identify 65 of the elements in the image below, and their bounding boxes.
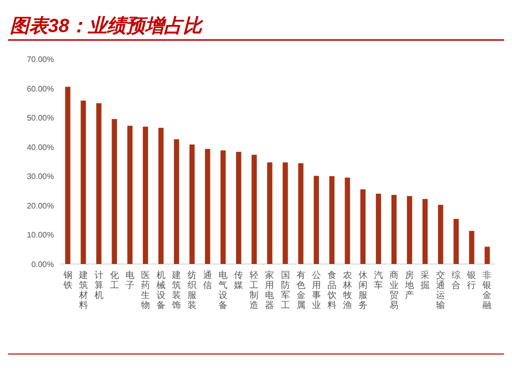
x-tick-label: 建筑装饰 [171, 270, 182, 310]
bar [127, 126, 133, 264]
x-tick-label: 交通运输 [436, 270, 446, 310]
bar [484, 246, 490, 264]
x-tick-label: 传媒 [234, 270, 244, 290]
y-tick-label: 30.00% [26, 172, 54, 182]
x-tick-label: 化工 [110, 270, 119, 290]
bar [267, 162, 272, 264]
bar [174, 139, 180, 264]
x-tick-label: 计算机 [94, 270, 104, 300]
x-tick-label: 银行 [466, 270, 476, 290]
x-tick-label: 综合 [452, 270, 461, 290]
bar [360, 189, 366, 264]
bar [220, 150, 226, 264]
x-tick-label: 休闲服务 [358, 270, 368, 310]
x-tick-label: 采掘 [420, 270, 430, 290]
bar [158, 128, 164, 264]
x-tick-label: 公用事业 [312, 270, 321, 310]
bar [406, 196, 412, 264]
x-tick-label: 机械设备 [156, 270, 166, 310]
x-tick-label: 汽车 [374, 270, 383, 290]
x-tick-label: 家用电器 [265, 270, 274, 310]
x-tick-label: 电气设备 [218, 270, 228, 310]
y-tick-label: 10.00% [26, 230, 54, 240]
x-tick-label: 钢铁 [62, 270, 72, 290]
bar [204, 148, 210, 264]
bar [314, 176, 319, 264]
bar [142, 126, 148, 264]
x-tick-label: 房地产 [404, 270, 414, 300]
x-tick-label: 轻工制造 [250, 270, 259, 310]
bar [252, 154, 257, 264]
bar [80, 100, 86, 264]
x-tick-label: 有色金属 [296, 270, 306, 310]
x-tick-label: 通信 [203, 270, 212, 290]
bar [298, 163, 304, 264]
y-tick-label: 70.00% [26, 55, 54, 64]
x-tick-label: 电子 [125, 270, 134, 290]
y-tick-label: 40.00% [26, 142, 54, 152]
x-tick-label: 国防军工 [280, 270, 290, 310]
bar [329, 176, 334, 264]
x-tick-label: 食品饮料 [326, 270, 336, 310]
y-tick-label: 60.00% [26, 84, 54, 94]
y-tick-label: 20.00% [26, 201, 54, 210]
x-tick-label: 纺织服装 [188, 270, 197, 310]
x-tick-label: 非银金融 [482, 270, 492, 310]
bar [112, 119, 117, 264]
y-tick-label: 0.00% [31, 260, 54, 269]
bar [282, 162, 288, 264]
x-tick-label: 医药生物 [140, 270, 150, 310]
x-tick-label: 商业贸易 [390, 270, 399, 310]
bar [236, 152, 242, 264]
y-tick-label: 50.00% [26, 114, 54, 123]
bar [65, 86, 70, 264]
bar [469, 230, 474, 264]
bar [96, 103, 102, 264]
x-tick-label: 建筑材料 [78, 270, 88, 310]
x-tick-label: 农林牧渔 [342, 270, 352, 310]
bar [344, 178, 350, 264]
bar [438, 204, 444, 264]
chart-title: 图表38：业绩预增占比 [10, 15, 204, 37]
bar [376, 194, 382, 264]
bar [391, 194, 397, 264]
bar [189, 144, 195, 264]
bar [454, 218, 459, 264]
bar [422, 198, 428, 264]
